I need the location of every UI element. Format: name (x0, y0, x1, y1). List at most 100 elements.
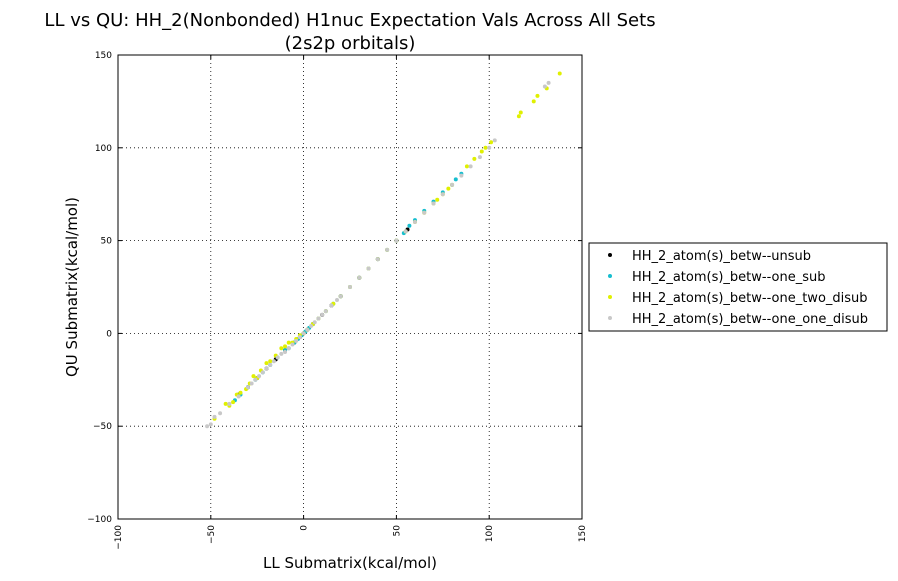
data-point (212, 414, 217, 419)
data-point (357, 275, 362, 280)
data-point (223, 401, 228, 406)
y-axis-label: QU Submatrix(kcal/mol) (63, 197, 81, 377)
y-tick-label: 50 (101, 237, 113, 247)
data-point (335, 297, 340, 302)
data-point (283, 344, 288, 349)
data-point (385, 247, 390, 252)
data-point (312, 320, 317, 325)
data-point (542, 84, 547, 89)
legend-entries: HH_2_atom(s)_betw--unsub HH_2_atom(s)_bet… (608, 249, 868, 327)
data-point (205, 424, 210, 429)
chart-title-line-1: LL vs QU: HH_2(Nonbonded) H1nuc Expectat… (44, 10, 655, 31)
y-tick-labels: −100 −50 0 50 100 150 (87, 51, 112, 525)
data-point (231, 400, 236, 405)
data-point (236, 394, 241, 399)
legend-marker-1 (608, 274, 612, 278)
data-point (518, 110, 523, 115)
legend-marker-0 (608, 253, 612, 257)
data-point (546, 80, 551, 85)
data-point (487, 145, 492, 150)
data-point (283, 349, 288, 354)
data-point (208, 422, 213, 427)
x-tick-labels: −100 −50 0 50 100 150 (114, 525, 588, 550)
data-point (309, 323, 314, 328)
y-tick-label: 150 (95, 51, 112, 61)
data-point (297, 335, 302, 340)
data-point (431, 201, 436, 206)
data-point (251, 374, 256, 379)
data-point (279, 351, 284, 356)
data-point (323, 309, 328, 314)
grid-lines (118, 55, 582, 519)
data-point (489, 140, 494, 145)
series-3-points (205, 80, 551, 429)
data-point (329, 303, 334, 308)
data-point (275, 355, 280, 360)
legend: HH_2_atom(s)_betw--unsub HH_2_atom(s)_bet… (588, 242, 888, 332)
data-point (301, 331, 306, 336)
data-point (264, 361, 269, 366)
data-point (286, 346, 291, 351)
data-point (257, 374, 262, 379)
data-point (366, 266, 371, 271)
data-point (249, 381, 254, 386)
data-point (338, 294, 343, 299)
data-points (205, 71, 562, 429)
data-point (483, 145, 488, 150)
data-point (268, 362, 273, 367)
data-point (316, 316, 321, 321)
plot-area-frame (117, 54, 583, 520)
x-tick-label: −100 (114, 525, 124, 550)
data-point (446, 186, 451, 191)
data-point (479, 149, 484, 154)
data-point (407, 223, 412, 228)
data-point (264, 366, 269, 371)
legend-label-0: HH_2_atom(s)_betw--unsub (632, 249, 811, 264)
data-point (492, 138, 497, 143)
data-point (422, 210, 427, 215)
data-point (218, 411, 223, 416)
data-point (440, 192, 445, 197)
data-point (286, 340, 291, 345)
data-point (260, 370, 265, 375)
legend-marker-2 (608, 295, 612, 299)
y-tick-label: 100 (95, 144, 112, 154)
data-point (472, 156, 477, 161)
data-point (450, 182, 455, 187)
x-tick-label: −50 (207, 525, 217, 544)
x-tick-label: 0 (300, 525, 310, 531)
data-point (516, 114, 521, 119)
data-point (348, 285, 352, 289)
data-point (320, 312, 325, 317)
axis-ticks (117, 54, 583, 520)
data-point (477, 155, 482, 160)
data-point (268, 359, 273, 364)
legend-box (588, 242, 888, 332)
data-point (375, 257, 380, 262)
legend-marker-3 (608, 316, 612, 320)
data-point (227, 401, 232, 406)
data-point (290, 342, 295, 347)
data-point (412, 220, 417, 225)
chart-title-line-2: (2s2p orbitals) (285, 33, 416, 54)
legend-label-3: HH_2_atom(s)_betw--one_one_disub (632, 312, 868, 327)
data-point (305, 327, 310, 332)
y-tick-label: 0 (106, 329, 112, 339)
data-point (279, 346, 284, 351)
data-point (294, 338, 299, 343)
legend-label-1: HH_2_atom(s)_betw--one_sub (632, 270, 825, 285)
x-tick-label: 100 (485, 525, 495, 542)
data-point (535, 93, 540, 98)
y-tick-label: −50 (93, 422, 112, 432)
x-axis-label: LL Submatrix(kcal/mol) (263, 554, 437, 572)
data-point (531, 99, 536, 104)
data-point (271, 359, 276, 364)
x-tick-label: 50 (392, 525, 402, 537)
data-point (468, 164, 473, 169)
data-point (557, 71, 562, 76)
data-point (435, 197, 440, 202)
data-point (403, 229, 408, 234)
data-point (453, 177, 458, 182)
x-tick-label: 150 (578, 525, 588, 542)
